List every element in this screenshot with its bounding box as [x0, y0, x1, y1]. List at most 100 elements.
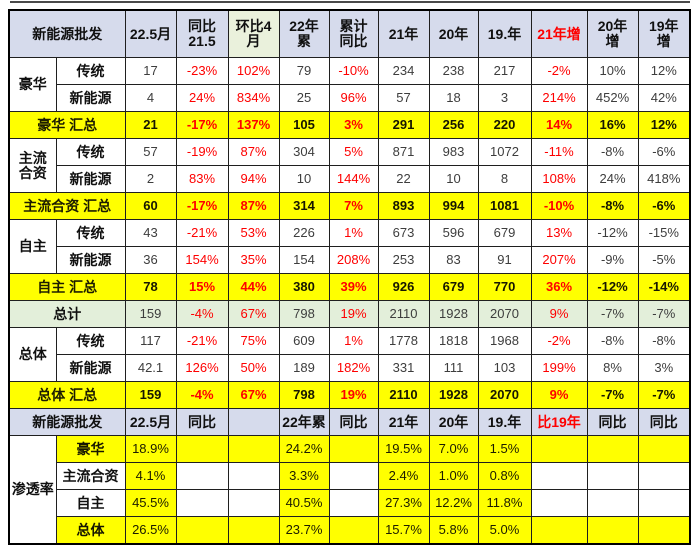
value-cell: 17 [124, 57, 177, 85]
table-body: 新能源批发 22.5月 同比 21.5 环比4 月 22年 累累计 同比 21年 20年 19… [8, 9, 691, 545]
table-row: 自主 45.5% 40.5% 27.3% 12.2% 11.8% [9, 489, 691, 517]
value-cell: 8% [586, 354, 639, 382]
value-cell: 2110 [377, 381, 430, 409]
value-cell: 2110 [377, 300, 430, 328]
header-cell: 21年 [377, 408, 430, 436]
value-cell: 189 [278, 354, 330, 382]
value-cell: 19% [328, 381, 379, 409]
value-cell: 5.0% [477, 516, 532, 545]
value-cell: 75% [227, 327, 280, 355]
value-cell: 16% [586, 111, 639, 139]
value-cell: 12% [637, 57, 691, 85]
value-cell: -2% [530, 327, 588, 355]
table-row: 主流合资 4.1% 3.3% 2.4% 1.0% 0.8% [9, 462, 691, 490]
value-cell: 103 [477, 354, 532, 382]
row-label: 传统 [55, 327, 126, 355]
value-cell: 87% [227, 192, 280, 220]
value-cell: 8 [477, 165, 532, 193]
value-cell [637, 516, 691, 545]
value-cell: 10% [586, 57, 639, 85]
value-cell: -5% [637, 246, 691, 274]
value-cell: 42.1 [124, 354, 177, 382]
header-cell: 21年增 [530, 9, 588, 58]
table-row: 自主 传统 43 -21% 53% 226 1% 673 596 679 13% -12% -15% [8, 219, 691, 274]
value-cell: 18 [428, 84, 479, 112]
new-energy-wholesale-table: 新能源批发 22.5月 同比 21.5 环比4 月 22年 累累计 同比 21年 20年 19… [8, 9, 691, 545]
value-cell: 983 [428, 138, 479, 166]
value-cell: 834% [227, 84, 280, 112]
value-cell: 36% [530, 273, 588, 301]
value-cell: 2 [124, 165, 177, 193]
value-cell: 596 [428, 219, 479, 247]
value-cell: 19% [328, 300, 379, 328]
value-cell: 12.2% [428, 489, 479, 517]
value-cell: 87% [227, 138, 280, 166]
value-cell: 23.7% [278, 516, 330, 545]
value-cell: 380 [278, 273, 330, 301]
value-cell: 144% [328, 165, 379, 193]
group-label: 总体 [8, 327, 57, 382]
value-cell: 679 [428, 273, 479, 301]
value-cell: -7% [637, 381, 691, 409]
value-cell: 91 [477, 246, 532, 274]
value-cell [586, 516, 639, 545]
row-label: 自主 [55, 489, 126, 517]
total-label: 总计 [8, 300, 126, 328]
value-cell: 57 [124, 138, 177, 166]
value-cell: 45.5% [124, 489, 177, 517]
value-cell: 102% [227, 57, 280, 85]
value-cell: -17% [175, 192, 229, 220]
table-row: 新能源批发 22.5月 同比 21.5 环比4 月 22年 累累计 同比 21年 20年 19… [8, 9, 691, 58]
header-cell: 20年 [428, 408, 479, 436]
header-cell: 同比 [586, 408, 639, 436]
value-cell: 137% [227, 111, 280, 139]
table-row: 新能源 2 83% 94% 10 144% 22 10 8 108% 24% 418% [9, 165, 691, 193]
summary-label: 总体 汇总 [8, 381, 126, 409]
value-cell: 238 [428, 57, 479, 85]
header-cell: 同比 [328, 408, 379, 436]
header-cell: 比19年 [530, 408, 588, 436]
value-cell: -19% [175, 138, 229, 166]
value-cell: -21% [175, 327, 229, 355]
value-cell: 798 [278, 300, 330, 328]
value-cell: 39% [328, 273, 379, 301]
value-cell: 26.5% [124, 516, 177, 545]
value-cell: 3.3% [278, 462, 330, 490]
value-cell: 27.3% [377, 489, 430, 517]
value-cell: 1% [328, 327, 379, 355]
value-cell: 253 [377, 246, 430, 274]
value-cell: 105 [278, 111, 330, 139]
group-label: 豪华 [8, 57, 57, 112]
value-cell: 44% [227, 273, 280, 301]
value-cell: 2.4% [377, 462, 430, 490]
header-cell: 22.5月 [124, 9, 177, 58]
value-cell: 10 [278, 165, 330, 193]
header-cell: 同比 [175, 408, 229, 436]
value-cell: 15.7% [377, 516, 430, 545]
value-cell: -6% [637, 138, 691, 166]
value-cell: 67% [227, 300, 280, 328]
value-cell: -14% [637, 273, 691, 301]
value-cell: 18.9% [124, 435, 177, 463]
row-label: 传统 [55, 57, 126, 85]
value-cell [227, 435, 280, 463]
row-label: 豪华 [55, 435, 126, 463]
row-label: 传统 [55, 219, 126, 247]
value-cell [328, 489, 379, 517]
value-cell: 21 [124, 111, 177, 139]
header-cell: 22.5月 [124, 408, 177, 436]
header-cell: 22年 累 [278, 9, 330, 58]
value-cell: 331 [377, 354, 430, 382]
value-cell: 1.5% [477, 435, 532, 463]
value-cell: 126% [175, 354, 229, 382]
value-cell: 214% [530, 84, 588, 112]
table-row: 主流 合资 传统 57 -19% 87% 304 5% 871 983 1072 -11% -8% -6… [8, 138, 691, 193]
value-cell: 79 [278, 57, 330, 85]
value-cell: 42% [637, 84, 691, 112]
value-cell: -15% [637, 219, 691, 247]
value-cell: 35% [227, 246, 280, 274]
value-cell: 5.8% [428, 516, 479, 545]
value-cell: -23% [175, 57, 229, 85]
value-cell [586, 489, 639, 517]
